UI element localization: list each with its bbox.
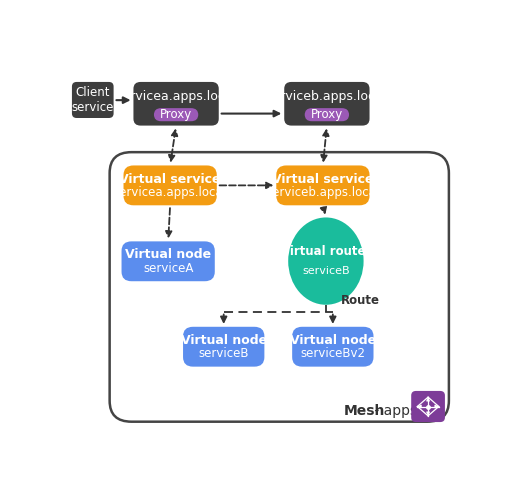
Text: Client
service: Client service [72, 86, 114, 114]
Text: Mesh: Mesh [344, 404, 385, 419]
FancyBboxPatch shape [305, 108, 349, 121]
FancyBboxPatch shape [123, 166, 217, 205]
Text: serviceb.apps.local: serviceb.apps.local [266, 186, 379, 199]
Text: servicea.apps.local: servicea.apps.local [116, 90, 236, 103]
Text: - apps: - apps [370, 404, 417, 419]
FancyBboxPatch shape [134, 82, 219, 126]
Text: serviceA: serviceA [143, 262, 194, 275]
Text: Route: Route [341, 294, 380, 307]
Text: Proxy: Proxy [311, 108, 343, 121]
FancyBboxPatch shape [411, 391, 445, 422]
Text: Virtual router: Virtual router [281, 245, 371, 258]
Text: Virtual node: Virtual node [125, 248, 211, 261]
FancyBboxPatch shape [292, 327, 373, 367]
FancyBboxPatch shape [72, 82, 114, 118]
FancyBboxPatch shape [121, 242, 215, 281]
FancyBboxPatch shape [284, 82, 370, 126]
FancyBboxPatch shape [154, 108, 198, 121]
Ellipse shape [288, 217, 364, 305]
FancyBboxPatch shape [183, 327, 264, 367]
Text: Virtual service: Virtual service [272, 173, 374, 185]
Text: serviceB: serviceB [199, 348, 249, 360]
Text: serviceB: serviceB [302, 266, 350, 276]
Text: Proxy: Proxy [160, 108, 192, 121]
Text: Virtual node: Virtual node [181, 334, 267, 347]
Text: serviceBv2: serviceBv2 [301, 348, 366, 360]
FancyBboxPatch shape [110, 152, 449, 422]
FancyBboxPatch shape [276, 166, 370, 205]
Text: servicea.apps.local: servicea.apps.local [114, 186, 227, 199]
Text: Virtual service: Virtual service [119, 173, 221, 185]
Text: Virtual node: Virtual node [290, 334, 376, 347]
Text: serviceb.apps.local: serviceb.apps.local [267, 90, 387, 103]
